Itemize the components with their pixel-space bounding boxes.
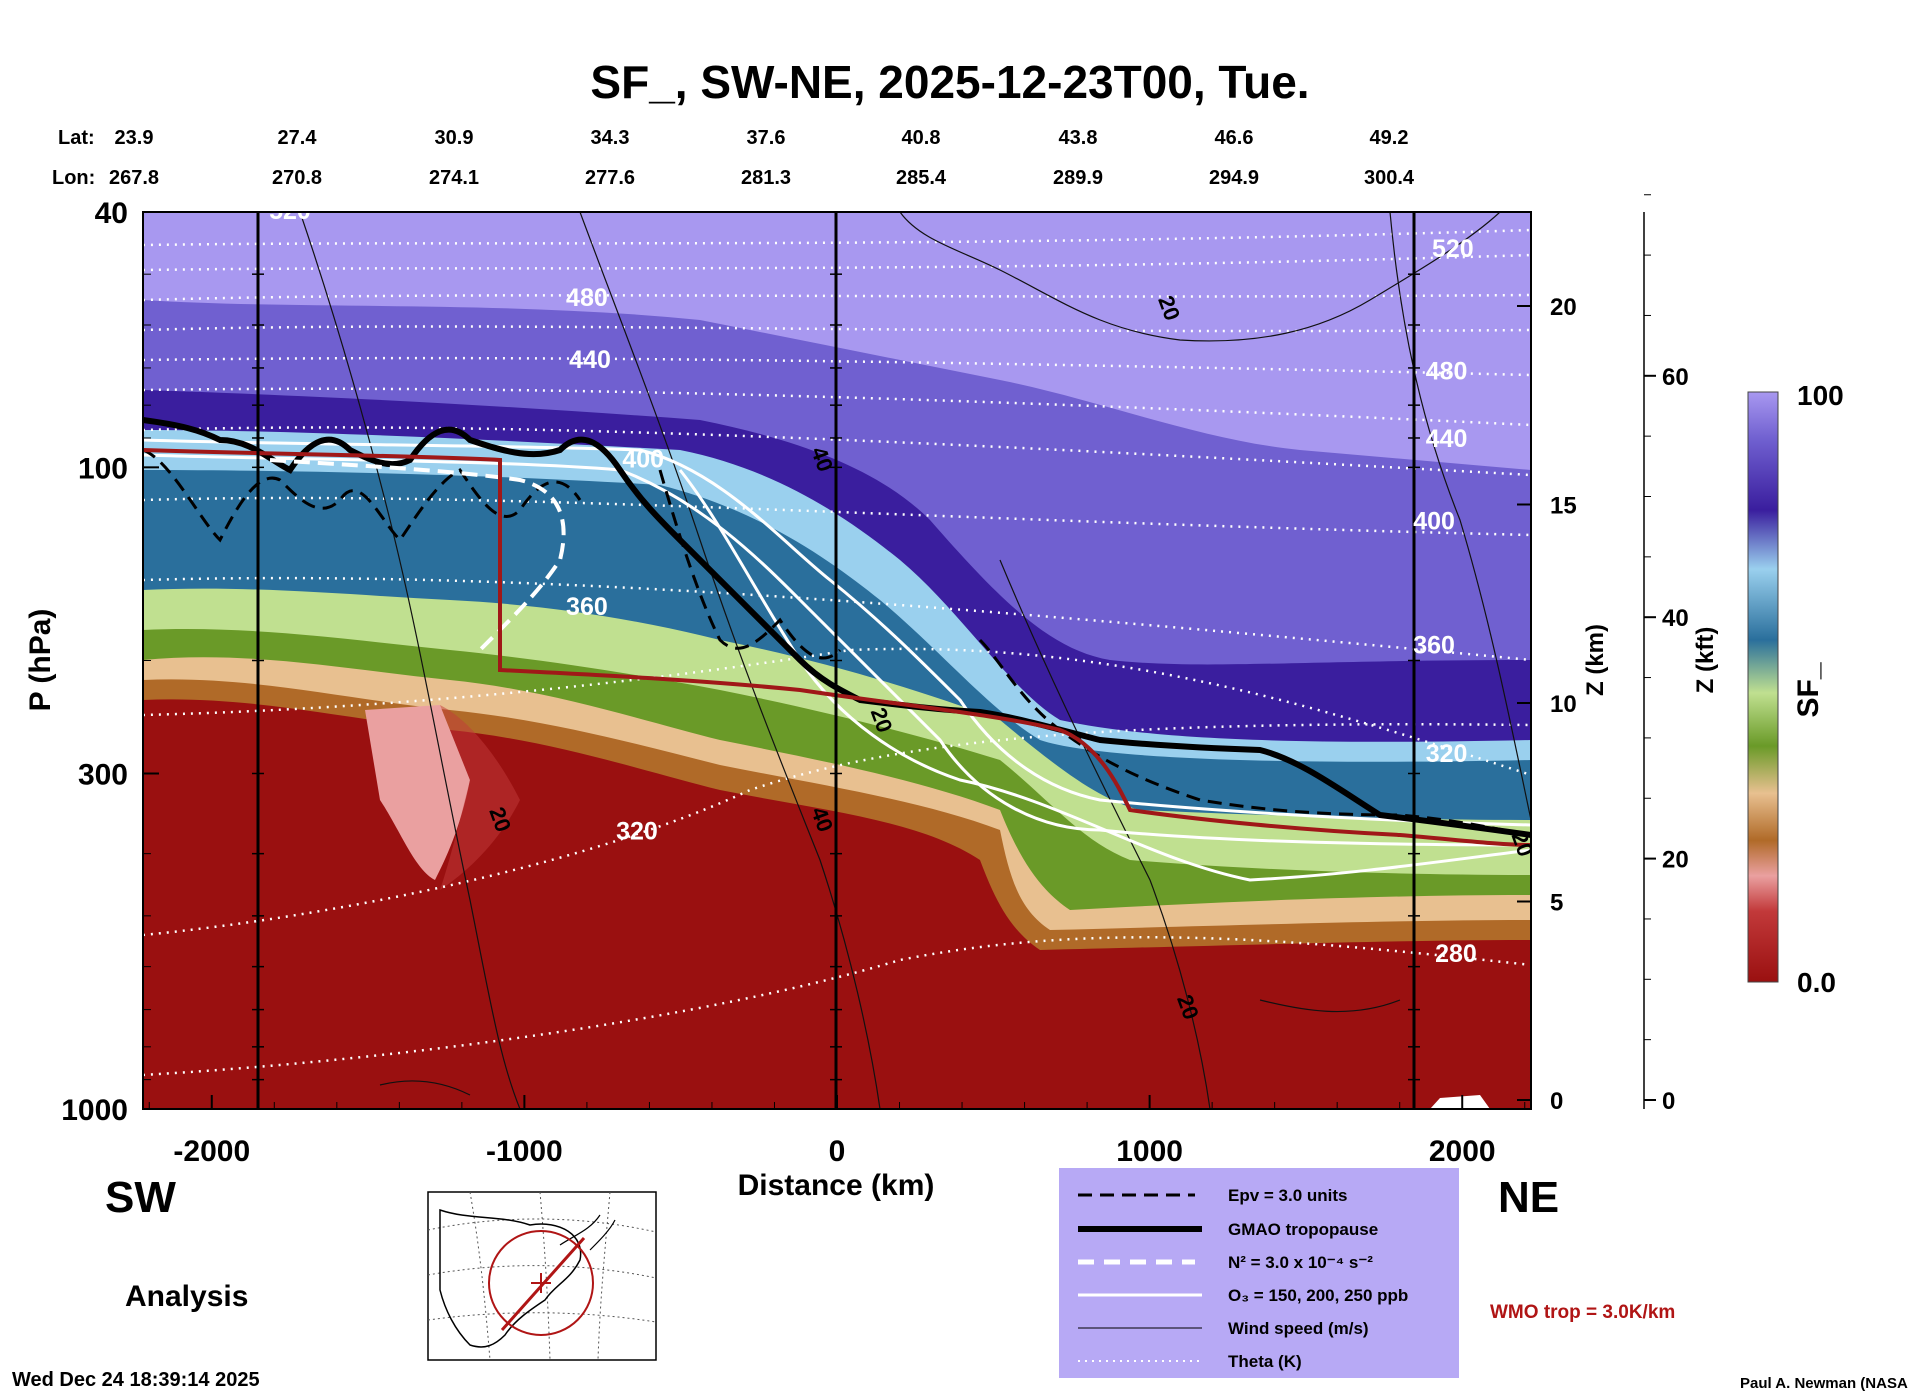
y-axis-label: P (hPa) (24, 609, 57, 712)
lon-value: 277.6 (585, 167, 635, 189)
zkft-tick-label: 0 (1662, 1088, 1675, 1115)
lat-value: 43.8 (1059, 127, 1098, 149)
zkm-tick-label: 5 (1550, 890, 1563, 917)
lat-value: 40.8 (902, 127, 941, 149)
zkft-tick-label: 20 (1662, 847, 1689, 874)
theta-label: 440 (569, 346, 611, 374)
theta-label: 480 (566, 284, 608, 312)
colorbar-title: SF_ (1792, 662, 1825, 717)
lat-label: Lat: (58, 127, 95, 149)
lon-value: 289.9 (1053, 167, 1103, 189)
credit: Paul A. Newman (NASA (1740, 1375, 1908, 1392)
zkm-tick-label: 0 (1550, 1088, 1563, 1115)
lon-value: 270.8 (272, 167, 322, 189)
theta-label: 360 (1413, 631, 1455, 659)
lon-label: Lon: (52, 167, 95, 189)
x-tick-label: 2000 (1429, 1135, 1496, 1168)
map-inset (427, 1191, 657, 1361)
x-tick-label: 1000 (1116, 1135, 1183, 1168)
theta-label: 520 (269, 197, 311, 225)
theta-label: 520 (1432, 235, 1474, 263)
chart-title: SF_, SW-NE, 2025-12-23T00, Tue. (590, 56, 1309, 108)
colorbar-max-label: 100 (1797, 380, 1844, 411)
theta-label: 480 (1426, 358, 1468, 386)
p-tick-label: 300 (78, 758, 128, 791)
lat-value: 34.3 (591, 127, 630, 149)
p-tick-label: 100 (78, 452, 128, 485)
lat-lon-row: 23.9 27.4 30.9 34.3 37.6 40.8 43.8 46.6 49.2 267.… (109, 127, 1415, 189)
zkm-tick-label: 15 (1550, 493, 1577, 520)
legend-epv: Epv = 3.0 units (1228, 1186, 1348, 1205)
legend-o3: O₃ = 150, 200, 250 ppb (1228, 1286, 1408, 1305)
lon-value: 285.4 (896, 167, 947, 189)
lat-value: 23.9 (115, 127, 154, 149)
zkft-tick-label: 60 (1662, 364, 1689, 391)
ne-label: NE (1498, 1173, 1559, 1222)
timestamp: Wed Dec 24 18:39:14 2025 (12, 1369, 260, 1391)
colorbar (1747, 391, 1779, 983)
legend: Epv = 3.0 units GMAO tropopause N² = 3.0… (1059, 1168, 1459, 1378)
plot-area: 520480440400360320520480440400360320280 … (143, 197, 1531, 1109)
theta-label: 280 (1435, 940, 1477, 968)
analysis-label: Analysis (125, 1280, 248, 1313)
theta-label: 400 (622, 445, 664, 473)
legend-theta: Theta (K) (1228, 1352, 1302, 1371)
x-tick-label: -2000 (173, 1135, 250, 1168)
theta-label: 320 (616, 817, 658, 845)
x-tick-label: -1000 (486, 1135, 563, 1168)
legend-gmao: GMAO tropopause (1228, 1220, 1378, 1239)
lon-value: 274.1 (429, 167, 479, 189)
theta-label: 440 (1426, 425, 1468, 453)
zkm-tick-label: 20 (1550, 294, 1577, 321)
p-tick-label: 40 (95, 197, 128, 230)
lat-value: 27.4 (278, 127, 318, 149)
lon-value: 294.9 (1209, 167, 1259, 189)
lat-value: 30.9 (435, 127, 474, 149)
legend-wind: Wind speed (m/s) (1228, 1319, 1369, 1338)
wmo-tropopause-label: WMO trop = 3.0K/km (1490, 1302, 1675, 1323)
x-axis-label: Distance (km) (738, 1169, 935, 1202)
p-tick-label: 1000 (61, 1094, 128, 1127)
zkm-tick-label: 10 (1550, 691, 1577, 718)
legend-n2: N² = 3.0 x 10⁻⁴ s⁻² (1228, 1253, 1373, 1272)
theta-contour-labels: 520 480 440 400 360 320 520 480 440 400 360 320 280 (269, 197, 1477, 968)
z-kft-axis-label: Z (kft) (1692, 627, 1719, 694)
lon-value: 281.3 (741, 167, 791, 189)
z-km-axis-label: Z (km) (1582, 624, 1609, 696)
lat-value: 37.6 (747, 127, 786, 149)
sw-label: SW (105, 1173, 176, 1222)
theta-label: 320 (1426, 740, 1468, 768)
lon-value: 267.8 (109, 167, 159, 189)
colorbar-min-label: 0.0 (1797, 967, 1836, 998)
theta-label: 400 (1413, 508, 1455, 536)
theta-label: 360 (566, 593, 608, 621)
lat-value: 49.2 (1370, 127, 1409, 149)
lat-value: 46.6 (1215, 127, 1254, 149)
lon-value: 300.4 (1364, 167, 1415, 189)
zkft-tick-label: 40 (1662, 605, 1689, 632)
x-tick-label: 0 (829, 1135, 846, 1168)
